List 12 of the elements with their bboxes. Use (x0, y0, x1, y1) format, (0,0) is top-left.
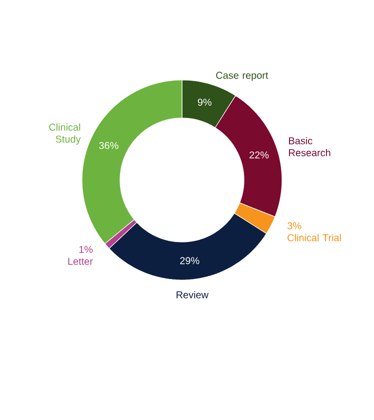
slice-label: Clinical Study (49, 123, 81, 145)
data-label: 9% (198, 98, 212, 106)
data-label: 36% (99, 142, 118, 150)
data-label: 29% (180, 257, 200, 264)
slice-label: Clinical Trial (288, 234, 341, 242)
slice-label: Case report (216, 72, 268, 81)
data-label: 3% (287, 222, 302, 230)
data-label: 1% (79, 246, 93, 253)
slice-label: Letter (68, 258, 93, 265)
slice-label: Review (176, 291, 209, 298)
slice-label: Basic Research (289, 136, 330, 156)
data-label: 22% (250, 151, 269, 158)
